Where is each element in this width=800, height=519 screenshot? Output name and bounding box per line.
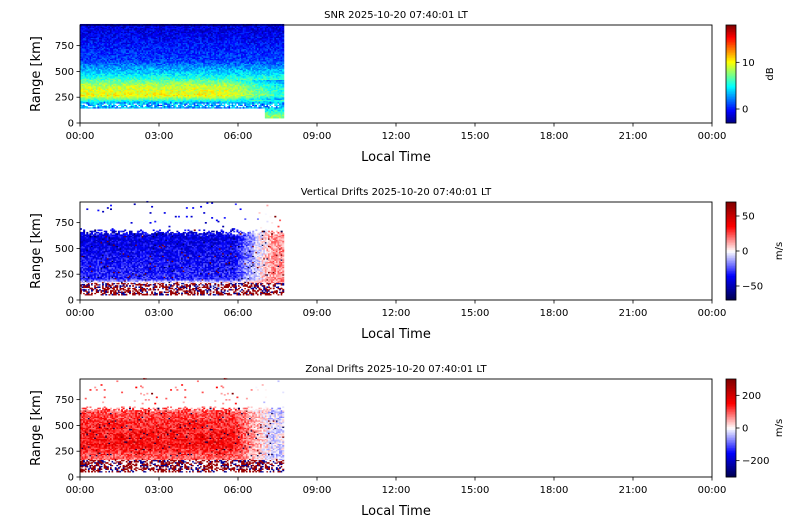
chart-panel-1: 00:00 03:00 06:00 09:00 12:00 15:00 18:00 21:00… [29,10,776,165]
heatmap-cells [80,24,284,118]
